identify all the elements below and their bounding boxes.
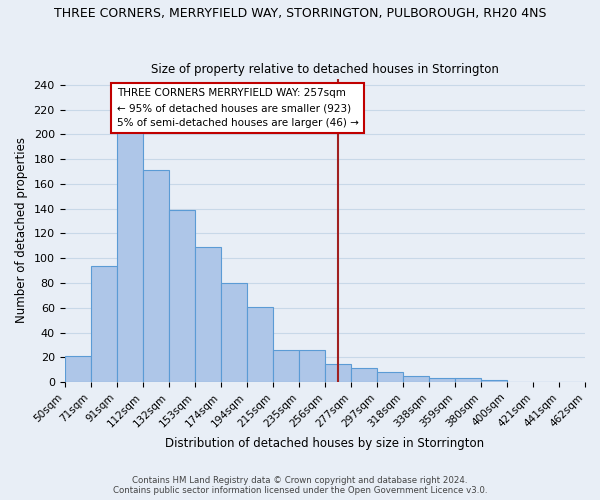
Bar — [116, 133, 143, 382]
Bar — [91, 266, 116, 382]
Bar — [299, 350, 325, 382]
Text: THREE CORNERS, MERRYFIELD WAY, STORRINGTON, PULBOROUGH, RH20 4NS: THREE CORNERS, MERRYFIELD WAY, STORRINGT… — [54, 8, 546, 20]
Bar — [455, 378, 481, 382]
Bar — [221, 283, 247, 382]
Bar — [273, 350, 299, 382]
Bar — [377, 372, 403, 382]
Bar — [169, 210, 194, 382]
Bar — [143, 170, 169, 382]
Y-axis label: Number of detached properties: Number of detached properties — [15, 138, 28, 324]
Bar — [481, 380, 507, 382]
X-axis label: Distribution of detached houses by size in Storrington: Distribution of detached houses by size … — [165, 437, 484, 450]
Text: Contains HM Land Registry data © Crown copyright and database right 2024.
Contai: Contains HM Land Registry data © Crown c… — [113, 476, 487, 495]
Bar — [351, 368, 377, 382]
Bar — [194, 247, 221, 382]
Bar — [325, 364, 351, 382]
Bar — [247, 306, 273, 382]
Text: THREE CORNERS MERRYFIELD WAY: 257sqm
← 95% of detached houses are smaller (923)
: THREE CORNERS MERRYFIELD WAY: 257sqm ← 9… — [116, 88, 358, 128]
Title: Size of property relative to detached houses in Storrington: Size of property relative to detached ho… — [151, 63, 499, 76]
Bar — [429, 378, 455, 382]
Bar — [65, 356, 91, 382]
Bar — [403, 376, 429, 382]
